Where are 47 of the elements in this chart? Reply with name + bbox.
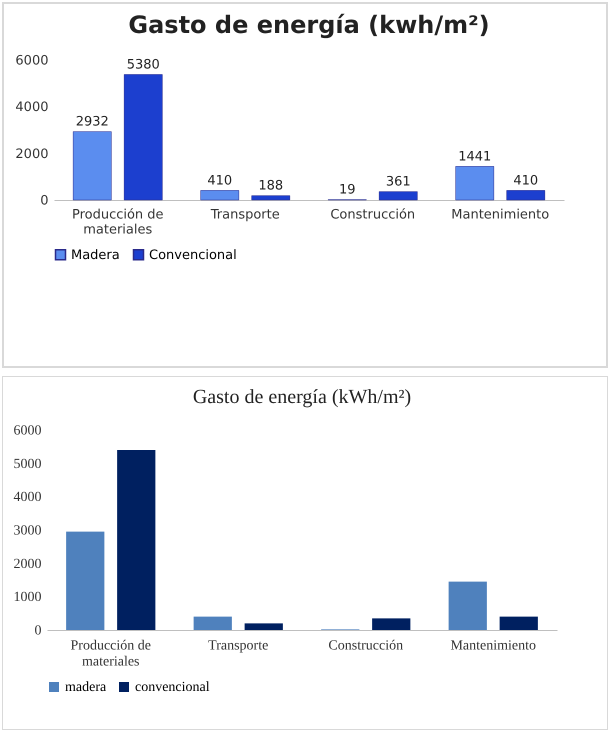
x-tick-label: Mantenimiento <box>450 638 536 654</box>
x-tick-label: Transporte <box>210 208 280 222</box>
y-tick-label: 4000 <box>15 100 48 116</box>
data-label: 188 <box>258 178 284 194</box>
bar <box>200 190 240 200</box>
y-tick-label: 2000 <box>15 146 48 162</box>
bar <box>72 131 112 200</box>
chart-title: Gasto de energía (kWh/m²) <box>192 386 412 408</box>
x-tick-label: Mantenimiento <box>451 208 550 222</box>
y-tick-label: 1000 <box>14 590 42 606</box>
data-label: 2932 <box>76 114 109 130</box>
x-tick-label: Construcción <box>328 638 404 654</box>
bar <box>124 74 163 200</box>
legend-label: madera <box>65 680 107 695</box>
x-tick-label: Producción de materiales <box>72 208 164 238</box>
bar <box>378 191 418 200</box>
y-tick-label: 2000 <box>14 556 42 572</box>
y-tick-label: 4000 <box>14 490 42 506</box>
legend-label: Convencional <box>149 248 237 263</box>
bar <box>455 166 494 200</box>
y-tick-label: 5000 <box>14 456 42 472</box>
chart-title: Gasto de energía (kwh/m²) <box>128 11 490 39</box>
bar <box>66 532 104 630</box>
data-label: 5380 <box>126 57 160 72</box>
x-tick-label: Transporte <box>208 638 268 654</box>
bar <box>244 623 283 630</box>
bar <box>500 616 538 630</box>
data-label: 410 <box>513 173 538 188</box>
y-tick-label: 3000 <box>14 524 42 538</box>
x-tick-label: Construcción <box>330 208 416 222</box>
y-tick-label: 0 <box>34 624 42 638</box>
data-label: 1441 <box>458 149 492 164</box>
bar <box>251 195 290 200</box>
bar <box>506 190 546 200</box>
y-tick-label: 0 <box>40 194 48 208</box>
bar <box>448 582 487 630</box>
legend-label: convencional <box>135 680 210 695</box>
bar <box>372 618 410 630</box>
y-tick-label: 6000 <box>15 54 48 68</box>
bar <box>117 450 156 630</box>
data-label: 410 <box>207 173 232 188</box>
x-tick-label: Producción de materiales <box>70 638 151 670</box>
bar <box>194 616 232 630</box>
data-label: 361 <box>386 174 411 190</box>
y-tick-label: 6000 <box>14 424 42 438</box>
data-label: 19 <box>338 182 356 198</box>
legend-label: Madera <box>71 248 120 263</box>
